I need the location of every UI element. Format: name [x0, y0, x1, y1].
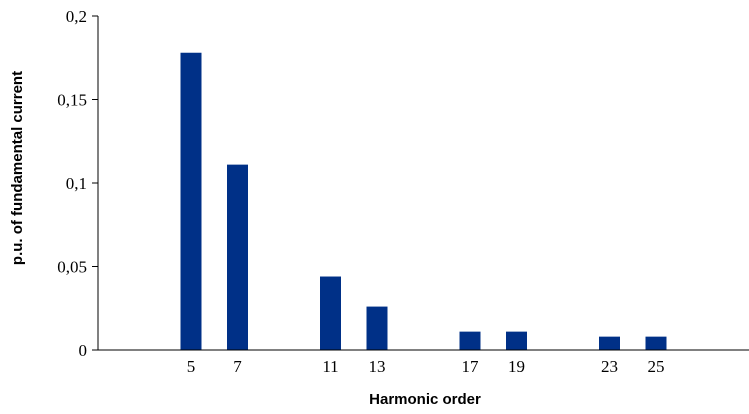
bar-13: [366, 306, 388, 350]
y-ticks-group: 0 0,05 0,1 0,15 0,2: [57, 7, 98, 360]
x-tick-label: 13: [369, 357, 386, 376]
y-tick-label: 0,15: [57, 91, 87, 110]
bar-25: [645, 336, 667, 350]
bar-11: [320, 276, 341, 350]
x-tick-label: 7: [233, 357, 242, 376]
y-tick-label: 0,2: [66, 7, 87, 26]
y-tick-label: 0,1: [66, 174, 87, 193]
bar-19: [506, 331, 527, 350]
y-tick-label: 0,05: [57, 258, 87, 277]
x-ticks-group: 5 7 11 13 17 19 23 25: [187, 357, 665, 376]
x-tick-label: 23: [601, 357, 618, 376]
y-axis-label: p.u. of fundamental current: [9, 71, 26, 265]
bar-23: [599, 336, 620, 350]
bar-5: [180, 52, 202, 351]
bar-17: [459, 331, 481, 350]
x-tick-label: 17: [462, 357, 480, 376]
x-tick-label: 25: [648, 357, 665, 376]
bar-7: [227, 164, 248, 350]
y-tick-label: 0: [79, 341, 88, 360]
x-axis-label: Harmonic order: [369, 391, 481, 408]
bars-group: [180, 52, 667, 351]
x-tick-label: 19: [508, 357, 525, 376]
x-tick-label: 5: [187, 357, 196, 376]
x-tick-label: 11: [322, 357, 338, 376]
